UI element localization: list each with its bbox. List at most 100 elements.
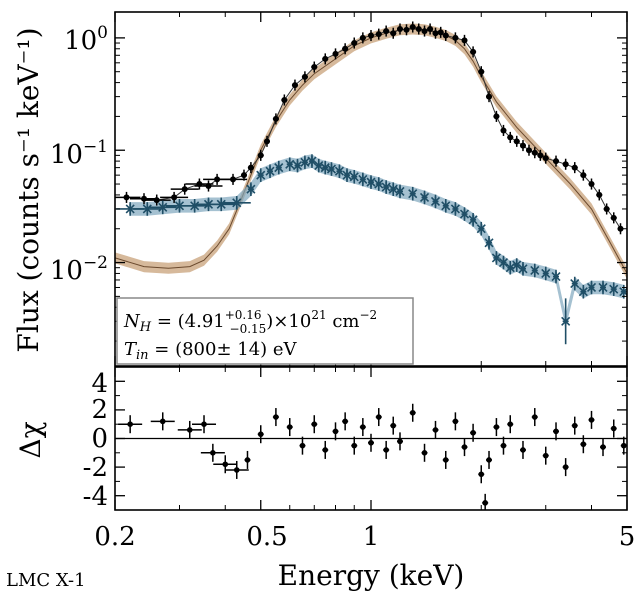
marker-dot: [127, 421, 133, 428]
marker-dot: [383, 28, 390, 35]
residual-ticks: [114, 367, 628, 510]
residual-point: [192, 415, 217, 434]
marker-dot: [201, 421, 207, 428]
black-data-series: [115, 21, 624, 235]
rtick-label-m4: -4: [83, 482, 108, 512]
residual-point: [610, 419, 617, 438]
black-data-point: [421, 25, 428, 37]
residual-point: [571, 416, 578, 435]
black-data-point: [478, 66, 485, 78]
marker-star: [232, 197, 242, 208]
black-data-point: [219, 173, 248, 185]
black-data-point: [301, 71, 308, 83]
residual-point: [244, 450, 251, 469]
residual-point: [519, 440, 526, 459]
residual-point: [461, 438, 468, 457]
blue-data-point: [388, 182, 398, 196]
blue-data-point: [498, 255, 509, 270]
blue-data-point: [292, 158, 303, 173]
residual-point: [452, 412, 459, 431]
ytick-label-0p01: 10−2: [50, 253, 108, 286]
black-data-point: [403, 24, 410, 36]
marker-star: [419, 192, 430, 203]
marker-dot: [452, 418, 459, 425]
residual-point: [478, 465, 485, 484]
blue-data-point: [366, 175, 376, 189]
spectrum-panel: 100 10−1 10−2 Flux (counts s⁻¹ keV⁻¹) NH…: [12, 11, 628, 367]
marker-dot: [553, 428, 559, 435]
marker-star: [285, 159, 295, 170]
marker-dot: [486, 457, 492, 463]
marker-dot: [272, 115, 279, 122]
residual-point: [542, 446, 549, 465]
blue-data-point: [381, 180, 391, 194]
residual-point: [620, 436, 627, 455]
blue-data-point: [491, 251, 501, 265]
marker-dot: [493, 424, 500, 430]
marker-star: [530, 265, 540, 276]
marker-dot: [610, 214, 617, 221]
marker-star: [314, 160, 324, 171]
marker-dot: [461, 37, 468, 44]
marker-dot: [222, 461, 229, 468]
marker-star: [216, 199, 226, 210]
residual-point: [588, 410, 595, 429]
blue-data-point: [578, 284, 588, 299]
marker-star: [598, 282, 608, 293]
black-data-point: [160, 191, 189, 203]
blue-data-point: [349, 169, 359, 184]
residuals-plot-area: [115, 403, 627, 510]
marker-dot: [520, 447, 526, 453]
marker-dot: [507, 421, 514, 428]
blue-data-point: [408, 186, 418, 201]
black-data-point: [368, 29, 374, 42]
marker-dot: [571, 422, 578, 429]
marker-dot: [311, 64, 318, 71]
marker-dot: [397, 25, 404, 32]
model-line: [115, 28, 627, 274]
residual-point: [368, 433, 374, 452]
marker-dot: [461, 444, 468, 450]
marker-dot: [233, 467, 240, 473]
black-data-point: [203, 173, 232, 185]
blue-data-point: [476, 221, 486, 236]
black-data-point: [603, 203, 610, 215]
model-band: [115, 23, 627, 279]
marker-dot: [359, 34, 366, 41]
marker-dot: [332, 50, 339, 57]
marker-dot: [403, 26, 410, 33]
residual-point: [486, 450, 493, 469]
black-data-point: [507, 131, 514, 143]
marker-dot: [299, 442, 306, 449]
residual-point: [332, 422, 339, 441]
marker-dot: [470, 429, 476, 436]
residuals-panel: 4 2 0 -2 -4 Δχ 0.2 0.5 1 5 Energy (keV): [14, 366, 635, 592]
blue-data-point: [133, 202, 162, 216]
residual-point: [272, 408, 279, 427]
blue-data-point: [265, 164, 275, 179]
marker-dot: [368, 439, 374, 446]
marker-dot: [617, 225, 624, 232]
marker-dot: [610, 425, 617, 432]
blue-model-band: [130, 154, 624, 329]
marker-star: [274, 162, 284, 173]
marker-dot: [257, 431, 264, 438]
marker-star: [476, 223, 486, 234]
residual-point: [553, 422, 560, 441]
black-data-point: [525, 144, 532, 156]
blue-data-point: [314, 158, 324, 173]
marker-dot: [442, 32, 449, 39]
marker-star: [142, 203, 152, 214]
residual-point: [177, 420, 202, 439]
marker-star: [395, 186, 405, 197]
marker-dot: [153, 197, 160, 204]
marker-dot: [596, 191, 603, 198]
marker-dot: [123, 194, 130, 201]
residual-point: [322, 440, 329, 459]
residual-point: [432, 420, 439, 439]
marker-dot: [507, 134, 514, 141]
blue-data-series: [116, 154, 627, 345]
residual-point: [600, 438, 607, 457]
black-data-point: [427, 23, 434, 35]
